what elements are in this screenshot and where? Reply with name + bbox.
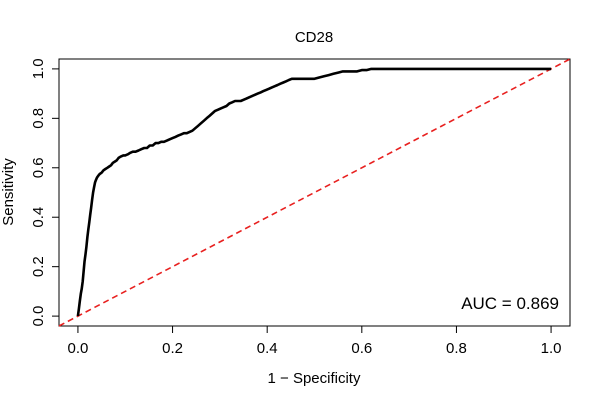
x-tick-label: 0.2 [162,340,183,357]
y-tick-label: 0.8 [30,108,47,129]
x-tick-label: 0.0 [67,340,88,357]
y-tick-label: 0.2 [30,256,47,277]
x-axis: 0.0 0.2 0.4 0.6 0.8 1.0 [67,326,562,357]
chart-title: CD28 [295,29,333,46]
y-tick-label: 1.0 [30,58,47,79]
y-axis-label: Sensitivity [0,158,17,226]
x-axis-label: 1 − Specificity [268,370,361,387]
y-tick-label: 0.4 [30,207,47,228]
x-tick-label: 0.6 [351,340,372,357]
y-tick-label: 0.6 [30,157,47,178]
x-tick-label: 1.0 [541,340,562,357]
roc-curve [76,67,552,317]
x-tick-label: 0.4 [257,340,278,357]
x-tick-label: 0.8 [446,340,467,357]
y-tick-label: 0.0 [30,306,47,327]
auc-annotation: AUC = 0.869 [461,294,559,313]
reference-diagonal [58,58,571,327]
plot-frame [58,58,571,327]
y-axis: 0.0 0.2 0.4 0.6 0.8 1.0 [30,58,59,327]
